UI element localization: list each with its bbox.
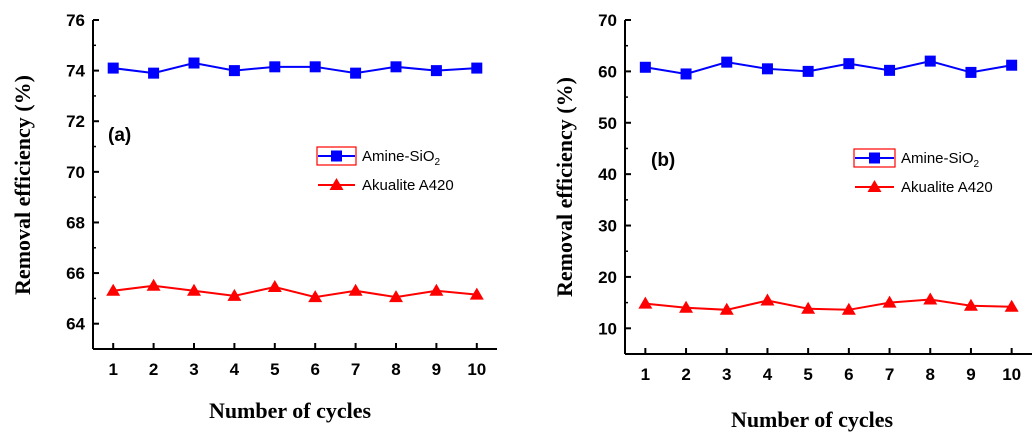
x-tick-label: 5 [270, 360, 279, 379]
data-point-triangle [187, 283, 201, 296]
data-point-square [148, 67, 160, 79]
y-axis-title: Removal efficiency (%) [552, 77, 577, 297]
data-point-square [721, 56, 733, 68]
data-point-square [390, 61, 402, 73]
data-point-square [1006, 59, 1018, 71]
x-tick-label: 3 [722, 365, 731, 384]
x-tick-label: 10 [1002, 365, 1021, 384]
legend-label: Amine-SiO2 [362, 148, 441, 168]
x-tick-label: 1 [108, 360, 117, 379]
legend-label: Akualite A420 [901, 179, 993, 196]
data-point-triangle [760, 293, 775, 306]
y-tick-label: 72 [66, 112, 85, 131]
data-point-square [884, 64, 896, 76]
data-point-triangle [267, 279, 282, 292]
y-tick-label: 64 [66, 315, 85, 334]
x-tick-label: 2 [149, 360, 158, 379]
data-point-square [802, 65, 814, 77]
data-point-square [761, 63, 773, 75]
legend-marker-square [331, 150, 342, 162]
data-point-triangle [841, 302, 856, 315]
y-tick-label: 76 [66, 11, 85, 30]
y-tick-label: 40 [598, 165, 617, 184]
x-tick-label: 3 [189, 360, 198, 379]
x-axis-title: Number of cycles [209, 398, 372, 423]
data-point-square [269, 61, 281, 73]
y-axis-title: Removal efficiency (%) [10, 75, 35, 295]
x-tick-label: 1 [641, 365, 650, 384]
data-point-square [107, 62, 119, 74]
legend-marker-triangle [867, 180, 882, 192]
x-tick-label: 7 [885, 365, 894, 384]
data-point-square [309, 61, 321, 73]
x-tick-label: 9 [966, 365, 975, 384]
legend-marker-square [869, 152, 880, 164]
x-tick-label: 10 [467, 360, 486, 379]
legend-marker-triangle [329, 178, 344, 190]
data-point-square [188, 57, 200, 69]
chart-panel-2: 10 20 30 40 50 60 70 1 2 3 4 5 6 7 8 9 10 Number of cycle… [552, 11, 1032, 432]
chart-panel-1: 64 66 68 70 72 74 76 1 2 3 4 5 6 7 8 9 10 Number of cycle… [10, 11, 497, 423]
data-point-square [471, 62, 483, 74]
data-point-square [228, 65, 240, 77]
x-tick-label: 8 [391, 360, 400, 379]
data-point-triangle [429, 283, 444, 296]
y-tick-label: 10 [598, 319, 617, 338]
data-point-square [680, 68, 692, 80]
series-line [113, 284, 477, 299]
legend-label: Amine-SiO2 [901, 150, 980, 170]
y-tick-label: 60 [598, 62, 617, 81]
series-line [113, 61, 477, 75]
data-point-triangle [679, 300, 694, 313]
data-point-square [924, 55, 936, 67]
data-point-square [639, 61, 651, 73]
data-point-triangle [227, 288, 242, 301]
data-point-square [430, 65, 442, 77]
data-point-triangle [106, 283, 121, 296]
x-tick-label: 2 [681, 365, 690, 384]
panel-label: (a) [108, 125, 131, 146]
legend-label: Akualite A420 [362, 177, 454, 194]
data-point-triangle [348, 283, 363, 296]
data-point-square [350, 67, 362, 79]
data-point-triangle [801, 301, 816, 314]
y-tick-label: 70 [598, 11, 617, 30]
data-point-triangle [963, 298, 978, 311]
series-line [645, 298, 1012, 311]
data-point-triangle [923, 292, 938, 305]
legend: Amine-SiO2 Akualite A420 [853, 148, 993, 196]
x-tick-label: 6 [844, 365, 853, 384]
x-tick-label: 5 [803, 365, 812, 384]
y-tick-label: 68 [66, 213, 85, 232]
y-tick-label: 74 [66, 62, 85, 81]
data-point-triangle [638, 296, 653, 309]
panel-label: (b) [651, 150, 675, 171]
legend: Amine-SiO2 Akualite A420 [316, 146, 454, 194]
data-point-square [965, 66, 977, 78]
y-tick-label: 30 [598, 217, 617, 236]
x-tick-label: 4 [230, 360, 240, 379]
series-line [645, 60, 1012, 75]
y-tick-label: 70 [66, 163, 85, 182]
y-tick-label: 66 [66, 264, 85, 283]
y-tick-label: 50 [598, 114, 617, 133]
x-tick-label: 7 [351, 360, 360, 379]
data-point-triangle [308, 290, 323, 303]
x-tick-label: 6 [310, 360, 319, 379]
data-point-triangle [146, 278, 161, 291]
y-tick-label: 20 [598, 268, 617, 287]
data-point-triangle [882, 295, 897, 308]
legend-highlight-box [316, 146, 357, 166]
data-point-triangle [389, 290, 403, 303]
x-tick-label: 8 [926, 365, 935, 384]
data-point-triangle [1004, 299, 1019, 312]
data-point-triangle [719, 302, 734, 315]
data-point-square [843, 58, 855, 70]
x-tick-label: 4 [763, 365, 773, 384]
x-axis-title: Number of cycles [731, 407, 894, 432]
x-tick-label: 9 [432, 360, 441, 379]
data-point-triangle [469, 287, 484, 300]
legend-highlight-box [853, 148, 896, 168]
